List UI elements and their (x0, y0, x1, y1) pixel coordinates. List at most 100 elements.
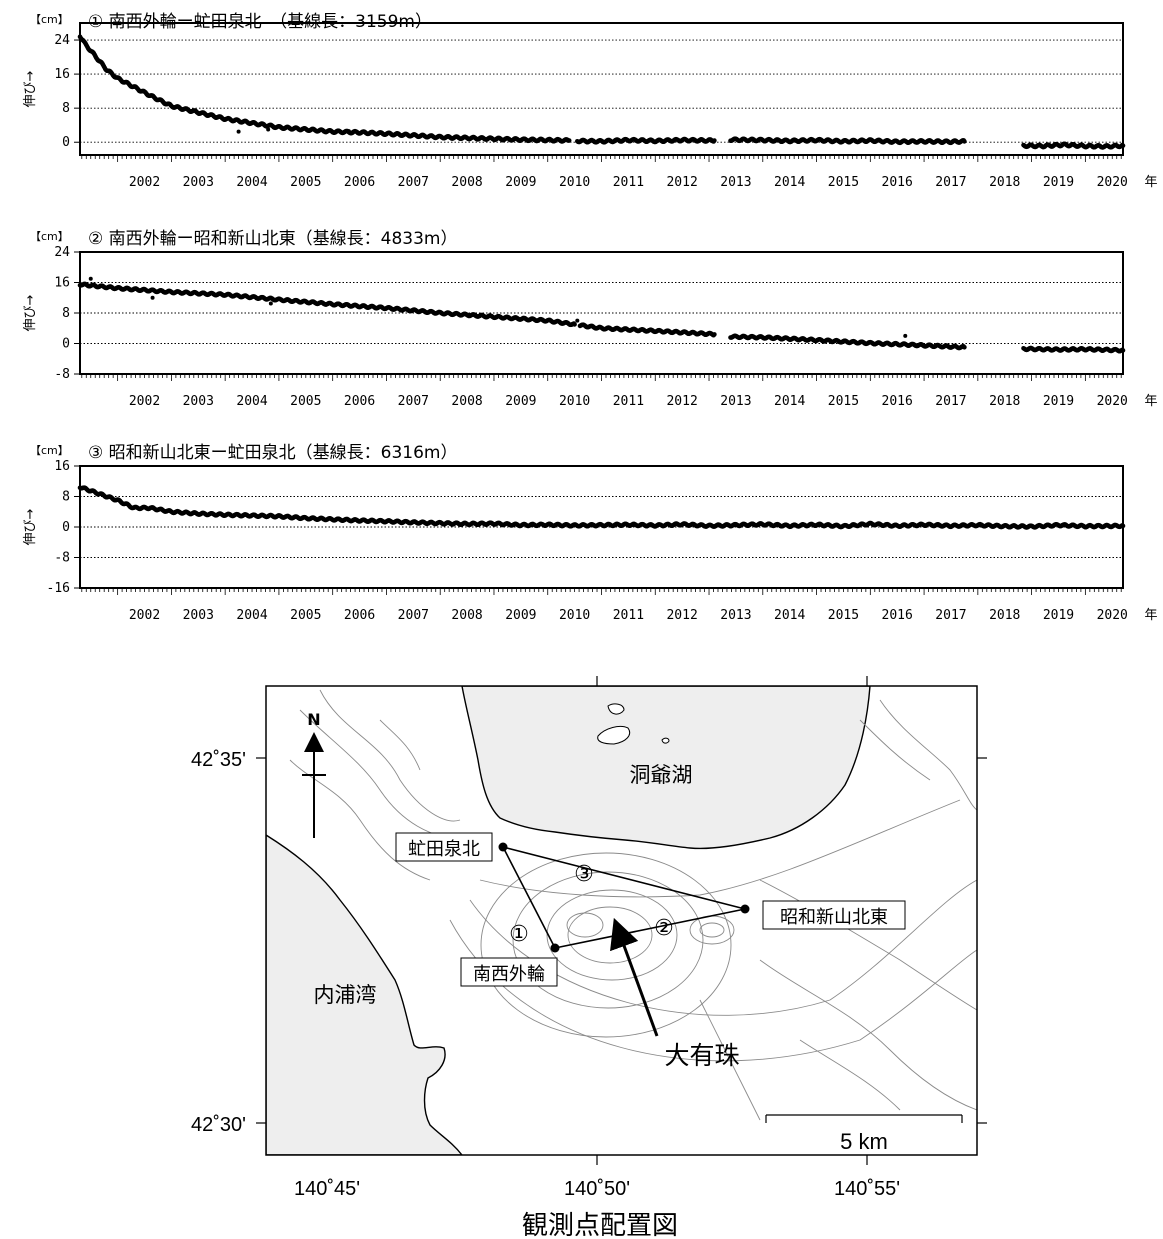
unit-label: 【cm】 (30, 13, 69, 26)
x-tick-label: 2011 (613, 175, 644, 190)
unit-label: 【cm】 (30, 230, 69, 243)
volcano-label: 大有珠 (664, 1041, 739, 1070)
x-tick-label: 2008 (451, 175, 482, 190)
data-point (572, 322, 577, 327)
y-tick-label: 16 (54, 459, 70, 474)
x-tick-label: 2013 (720, 608, 751, 623)
lake-label: 洞爺湖 (630, 763, 693, 787)
x-tick-label: 2015 (828, 608, 859, 623)
station-label-abuta: 虻田泉北 (408, 839, 480, 860)
x-tick-label: 2010 (559, 394, 590, 409)
x-tick-label: 2004 (236, 394, 267, 409)
lon-label-140-50: 140˚50' (564, 1178, 630, 1200)
baseline-label-1: ① (509, 922, 529, 947)
y-tick-label: 0 (62, 520, 70, 535)
outlier-point (268, 301, 273, 306)
contour-lines (289, 689, 977, 1121)
x-tick-label: 2019 (1043, 175, 1074, 190)
y-tick-label: 16 (54, 276, 70, 291)
x-tick-label: 2008 (451, 608, 482, 623)
x-tick-label: 2002 (129, 175, 160, 190)
outlier-point (575, 318, 580, 323)
x-tick-label: 2019 (1043, 394, 1074, 409)
plot-frame (79, 22, 1124, 156)
x-tick-label: 2006 (344, 394, 375, 409)
outlier-point (88, 276, 93, 281)
x-tick-label: 2012 (666, 394, 697, 409)
x-tick-label: 2012 (666, 608, 697, 623)
y-tick-label: -8 (54, 551, 70, 566)
y-tick-label: -8 (54, 367, 70, 382)
x-tick-label: 2016 (882, 394, 913, 409)
lake-island (661, 737, 670, 744)
x-tick-label: 2009 (505, 394, 536, 409)
x-tick-label: 2011 (613, 608, 644, 623)
map-frame (265, 685, 978, 1156)
y-tick-label: 16 (54, 67, 70, 82)
x-tick-label: 2009 (505, 175, 536, 190)
x-axis-label: 年 (1144, 175, 1157, 190)
y-tick-label: 8 (62, 101, 70, 116)
chart-title: ② 南西外輪ー昭和新山北東（基線長：4833m） (88, 229, 457, 249)
y-tick-label: 24 (54, 245, 70, 260)
chart-panel-1: 【cm】 ① 南西外輪ー虻田泉北 （基線長：3159m）伸び→2416802002… (23, 12, 1158, 190)
data-series (77, 485, 1126, 530)
y-axis-label: 伸び→ (23, 70, 38, 107)
station-point-nansei (550, 943, 560, 953)
x-tick-label: 2004 (236, 175, 267, 190)
x-tick-label: 2006 (344, 175, 375, 190)
x-tick-label: 2005 (290, 394, 321, 409)
x-tick-label: 2007 (398, 394, 429, 409)
chart-title: ③ 昭和新山北東ー虻田泉北（基線長：6316m） (88, 443, 457, 463)
data-point (962, 139, 967, 144)
plot-frame (79, 251, 1124, 375)
uchiura-bay-area (266, 834, 463, 1155)
x-tick-label: 2013 (720, 175, 751, 190)
y-tick-label: 8 (62, 490, 70, 505)
data-point (712, 332, 717, 337)
x-tick-label: 2016 (882, 608, 913, 623)
x-tick-label: 2011 (613, 394, 644, 409)
y-axis-label: 伸び→ (23, 294, 38, 331)
x-tick-label: 2007 (398, 608, 429, 623)
north-arrow-icon: N (302, 710, 326, 838)
y-axis-label: 伸び→ (23, 508, 38, 545)
baseline-label-3: ③ (574, 862, 594, 887)
plot-frame (79, 465, 1124, 589)
y-tick-label: 0 (62, 135, 70, 150)
x-tick-label: 2017 (935, 394, 966, 409)
x-tick-label: 2005 (290, 175, 321, 190)
x-tick-label: 2003 (183, 608, 214, 623)
chart-panels: 【cm】 ① 南西外輪ー虻田泉北 （基線長：3159m）伸び→2416802002… (23, 12, 1158, 623)
x-tick-label: 2018 (989, 608, 1020, 623)
outlier-point (346, 129, 351, 134)
x-tick-label: 2009 (505, 608, 536, 623)
y-tick-label: 0 (62, 337, 70, 352)
station-label-nansei: 南西外輪 (473, 964, 545, 985)
x-tick-label: 2014 (774, 394, 805, 409)
volcano-pointer (610, 917, 659, 1037)
station-point-showa (740, 904, 750, 914)
x-tick-label: 2004 (236, 608, 267, 623)
x-tick-label: 2002 (129, 394, 160, 409)
data-series (77, 34, 1126, 150)
station-label-showa: 昭和新山北東 (780, 907, 888, 928)
x-tick-label: 2015 (828, 394, 859, 409)
map-caption: 観測点配置図 (522, 1211, 678, 1239)
x-tick-label: 2010 (559, 608, 590, 623)
lon-label-140-55: 140˚55' (834, 1178, 900, 1200)
data-point (962, 345, 967, 350)
x-tick-label: 2003 (183, 394, 214, 409)
x-tick-label: 2007 (398, 175, 429, 190)
baselines (502, 846, 746, 949)
chart-panel-2: 【cm】 ② 南西外輪ー昭和新山北東（基線長：4833m） 伸び→ 24 16 8 0 -8 2… (23, 229, 1158, 409)
x-tick-label: 2003 (183, 175, 214, 190)
lake-island (597, 725, 631, 745)
lake-toya-area (461, 686, 871, 850)
station-point-abuta (498, 842, 508, 852)
lat-label-42-35: 42˚35' (191, 749, 246, 771)
x-tick-label: 2014 (774, 608, 805, 623)
outlier-point (236, 129, 241, 134)
x-tick-label: 2020 (1097, 394, 1128, 409)
x-tick-label: 2018 (989, 394, 1020, 409)
